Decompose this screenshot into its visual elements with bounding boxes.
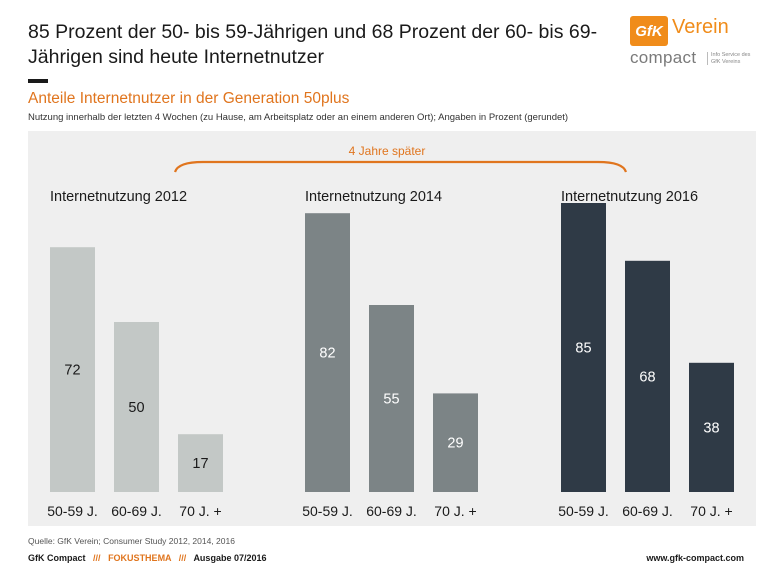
footer-separator: /// bbox=[178, 553, 187, 563]
footer-topic: FOKUSTHEMA bbox=[108, 553, 172, 563]
category-label: 50-59 J. bbox=[302, 503, 353, 519]
series-title: Internetnutzung 2014 bbox=[305, 189, 442, 205]
footer-brand: GfK Compact bbox=[28, 553, 86, 563]
headline-rule bbox=[28, 79, 48, 83]
chart-subtitle: Anteile Internetnutzer in der Generation… bbox=[28, 90, 350, 107]
data-label: 38 bbox=[703, 420, 719, 436]
data-label: 85 bbox=[575, 341, 591, 357]
series-title: Internetnutzung 2012 bbox=[50, 189, 187, 205]
category-label: 70 J. + bbox=[690, 503, 732, 519]
annotation-bracket bbox=[173, 160, 628, 173]
series-title: Internetnutzung 2016 bbox=[561, 189, 698, 205]
bar bbox=[625, 260, 670, 492]
gfk-verein-logo: GfK Verein compact Info Service des GfK … bbox=[622, 14, 762, 74]
chart-panel: 4 Jahre später Internetnutzung 2012 72 50-5… bbox=[28, 131, 756, 526]
data-label: 50 bbox=[128, 400, 144, 416]
headline: 85 Prozent der 50- bis 59-Jährigen und 6… bbox=[28, 21, 598, 68]
bar bbox=[369, 305, 414, 492]
category-label: 60-69 J. bbox=[622, 503, 673, 519]
footer-url[interactable]: www.gfk-compact.com bbox=[646, 553, 744, 563]
bar bbox=[305, 213, 350, 492]
footer: GfK Compact /// FOKUSTHEMA /// Ausgabe 0… bbox=[28, 553, 266, 563]
bar-chart: 4 Jahre später Internetnutzung 2012 72 50-5… bbox=[47, 144, 734, 519]
data-label: 55 bbox=[383, 392, 399, 408]
logo-mark: GfK bbox=[630, 16, 668, 46]
bar bbox=[561, 203, 606, 492]
category-label: 70 J. + bbox=[179, 503, 221, 519]
logo-word: Verein bbox=[672, 16, 729, 38]
category-label: 50-59 J. bbox=[47, 503, 98, 519]
bar bbox=[50, 247, 95, 492]
logo-subline: Info Service des GfK Vereins bbox=[707, 52, 757, 65]
category-label: 50-59 J. bbox=[558, 503, 609, 519]
bar bbox=[433, 393, 478, 492]
data-label: 17 bbox=[192, 456, 208, 472]
footer-separator: /// bbox=[93, 553, 101, 563]
bar bbox=[689, 362, 734, 492]
data-label: 29 bbox=[447, 436, 463, 452]
annotation-label: 4 Jahre später bbox=[349, 144, 426, 158]
data-label: 68 bbox=[639, 369, 655, 385]
category-label: 70 J. + bbox=[434, 503, 476, 519]
bar bbox=[114, 322, 159, 492]
source-note: Quelle: GfK Verein; Consumer Study 2012,… bbox=[28, 536, 235, 546]
bar bbox=[178, 434, 223, 492]
chart-note: Nutzung innerhalb der letzten 4 Wochen (… bbox=[28, 112, 569, 123]
footer-issue: Ausgabe 07/2016 bbox=[193, 553, 267, 563]
data-label: 82 bbox=[319, 346, 335, 362]
logo-compact: compact bbox=[630, 48, 697, 67]
category-label: 60-69 J. bbox=[366, 503, 417, 519]
data-label: 72 bbox=[64, 363, 80, 379]
category-label: 60-69 J. bbox=[111, 503, 162, 519]
